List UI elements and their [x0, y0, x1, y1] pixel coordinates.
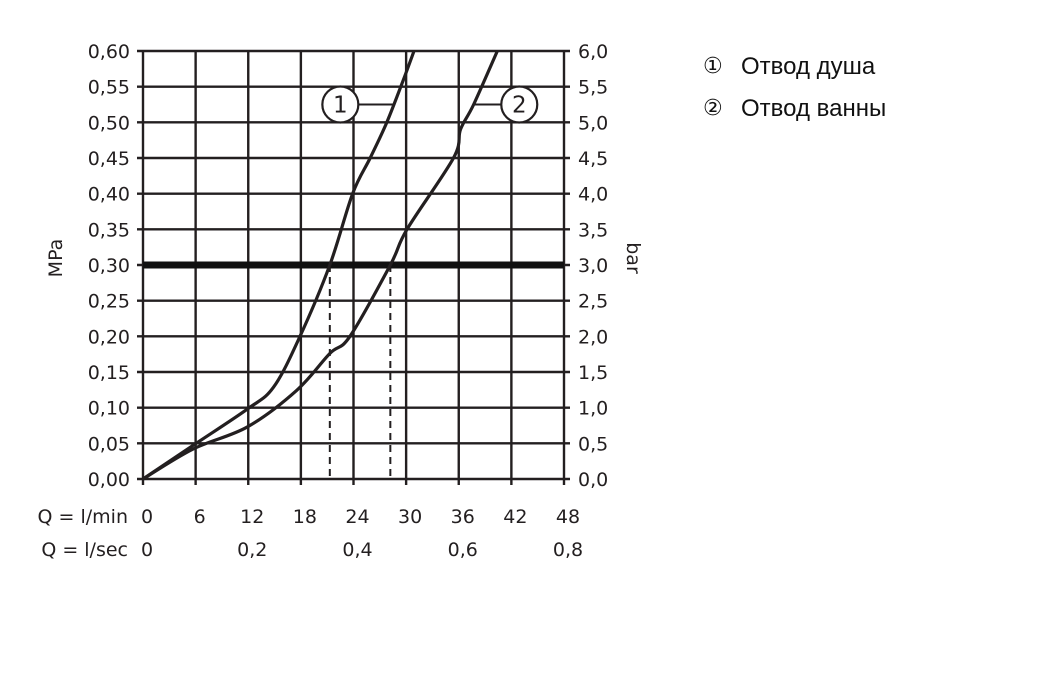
legend-item-bath: ② Отвод ванны [703, 88, 886, 130]
y-tick-label: 0,45 [88, 148, 130, 170]
x-tick-label: 30 [398, 506, 422, 528]
y-tick-label-right: 6,0 [578, 41, 608, 63]
x-tick-label: 18 [293, 506, 317, 528]
y-tick-label-right: 0,5 [578, 433, 608, 455]
y-tick-label: 0,40 [88, 184, 130, 206]
y-axis-label-right: bar [622, 242, 644, 274]
x-tick-label: 42 [503, 506, 527, 528]
y-tick-label-right: 3,0 [578, 255, 608, 277]
x-axis-label: Q = l/min [38, 506, 128, 528]
y-tick-label-right: 5,5 [578, 77, 608, 99]
y-tick-label: 0,20 [88, 326, 130, 348]
series-label-2: 2 [512, 93, 527, 119]
y-tick-label-right: 2,0 [578, 326, 608, 348]
x-tick-label: 36 [451, 506, 475, 528]
y-tick-label: 0,60 [88, 41, 130, 63]
y-tick-label: 0,05 [88, 433, 130, 455]
x-tick-label-secondary: 0,2 [237, 539, 267, 561]
legend: ① Отвод душа ② Отвод ванны [703, 46, 886, 130]
x-tick-label-secondary: 0,4 [342, 539, 372, 561]
series-line-1 [142, 50, 416, 481]
y-axis-label: MPa [45, 239, 67, 278]
y-tick-label-right: 2,5 [578, 291, 608, 313]
y-tick-label: 0,55 [88, 77, 130, 99]
y-tick-label: 0,25 [88, 291, 130, 313]
y-tick-label-right: 0,0 [578, 469, 608, 491]
x-tick-label: 0 [141, 506, 153, 528]
y-tick-label: 0,15 [88, 362, 130, 384]
y-tick-label: 0,50 [88, 112, 130, 134]
x-tick-label: 6 [194, 506, 206, 528]
y-tick-label-right: 1,5 [578, 362, 608, 384]
y-tick-label-right: 3,5 [578, 219, 608, 241]
legend-label-1: Отвод душа [741, 53, 876, 80]
legend-marker-2: ② [703, 96, 723, 121]
y-tick-label: 0,30 [88, 255, 130, 277]
x-tick-label: 24 [345, 506, 369, 528]
x-tick-label: 48 [556, 506, 580, 528]
x-tick-label-secondary: 0 [141, 539, 153, 561]
series-label-1: 1 [333, 93, 348, 119]
y-tick-label: 0,10 [88, 398, 130, 420]
y-tick-label: 0,35 [88, 219, 130, 241]
x-tick-label: 12 [240, 506, 264, 528]
y-tick-label-right: 5,0 [578, 112, 608, 134]
y-tick-label-right: 4,0 [578, 184, 608, 206]
y-tick-label: 0,00 [88, 469, 130, 491]
y-tick-label-right: 1,0 [578, 398, 608, 420]
legend-marker-1: ① [703, 54, 723, 79]
y-tick-label-right: 4,5 [578, 148, 608, 170]
series-line-2 [142, 50, 499, 481]
series-label-circle-2 [500, 85, 539, 124]
x-axis-label-secondary: Q = l/sec [41, 539, 128, 561]
series-label-circle-1 [321, 85, 360, 124]
x-tick-label-secondary: 0,6 [448, 539, 478, 561]
legend-item-shower: ① Отвод душа [703, 46, 886, 88]
legend-label-2: Отвод ванны [741, 95, 887, 122]
x-tick-label-secondary: 0,8 [553, 539, 583, 561]
